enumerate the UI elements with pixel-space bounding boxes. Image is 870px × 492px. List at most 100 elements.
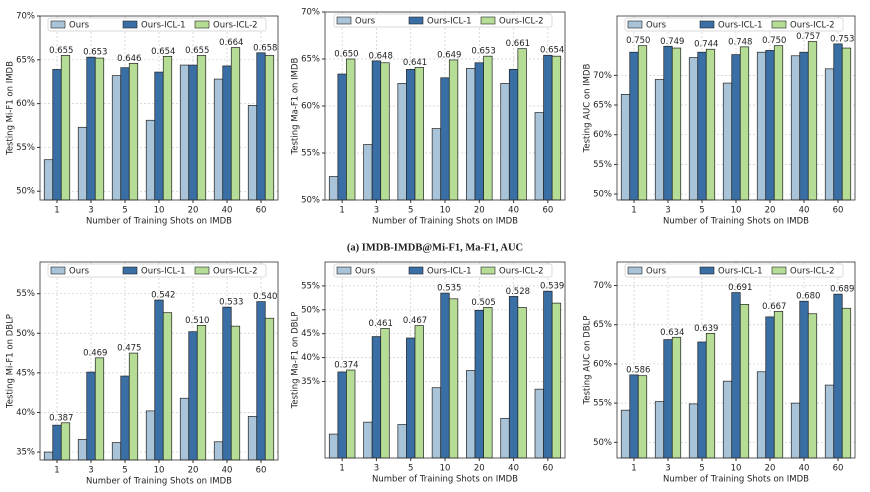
bar [196, 55, 207, 201]
y-tick-label: 50% [593, 438, 612, 448]
value-label: 0.648 [369, 51, 393, 61]
bar [790, 402, 801, 459]
x-tick-label: 20 [474, 464, 485, 474]
legend-label: Ours-ICL-2 [790, 21, 835, 31]
bar [337, 73, 347, 201]
bar [264, 55, 275, 201]
axes-frame [39, 15, 279, 201]
legend-swatch [50, 20, 66, 29]
value-label: 0.387 [49, 413, 73, 423]
value-label: 0.646 [117, 54, 141, 64]
x-tick-label: 10 [440, 464, 451, 474]
y-axis-label: Testing Ma-F1 on DBLP [291, 312, 301, 410]
y-tick-label: 50% [301, 305, 320, 315]
bar [483, 55, 493, 201]
bar [86, 56, 96, 201]
y-tick-label: 55% [593, 399, 612, 409]
bar [77, 439, 88, 461]
bar [247, 105, 258, 201]
value-label: 0.475 [117, 344, 141, 354]
bar [756, 371, 767, 459]
x-tick-label: 40 [508, 206, 519, 216]
bar [629, 51, 639, 201]
x-tick-label: 60 [833, 464, 844, 474]
legend-label: Ours-ICL-2 [213, 21, 258, 31]
bar [230, 47, 241, 201]
y-axis-label: Testing AUC on DBLP [583, 316, 593, 406]
x-tick-label: 60 [542, 464, 553, 474]
legend-swatch [408, 266, 424, 275]
bar [620, 93, 631, 201]
bar [807, 313, 818, 459]
bar [671, 47, 682, 201]
bar [154, 299, 164, 461]
bar [722, 380, 733, 459]
y-tick-label: 70% [593, 71, 612, 81]
value-label: 0.655 [49, 46, 73, 56]
bar [620, 409, 631, 459]
bar [128, 62, 139, 201]
bar [654, 79, 665, 201]
y-tick-label: 60% [301, 102, 320, 112]
subplot: 50% 55% 60% 65% 70% 1 3 5 10 20 40 60 0.655 0.653 0.64… [6, 12, 279, 227]
x-tick-label: 5 [408, 464, 413, 474]
bar [264, 317, 275, 461]
x-tick-label: 40 [508, 464, 519, 474]
bar [86, 371, 96, 461]
bar [414, 67, 424, 201]
x-tick-label: 60 [256, 206, 267, 216]
legend-label: Ours-ICL-1 [427, 267, 472, 277]
bar [247, 416, 258, 461]
bar [663, 339, 673, 459]
value-label: 0.661 [506, 39, 530, 49]
x-tick-label: 5 [122, 206, 127, 216]
value-label: 0.539 [540, 282, 564, 292]
legend-label: Ours-ICL-2 [499, 267, 544, 277]
legend-swatch [194, 266, 210, 275]
legend-swatch [122, 266, 138, 275]
bar [474, 62, 484, 201]
bar [414, 325, 424, 459]
x-tick-label: 3 [374, 464, 379, 474]
bar [500, 417, 510, 459]
legend-label: Ours [355, 17, 376, 27]
value-label: 0.680 [796, 292, 820, 302]
x-tick-label: 40 [799, 206, 810, 216]
bar [500, 83, 510, 201]
subplot: 35% 40% 45% 50% 55% 1 3 5 10 20 40 60 0.374 0.461 0.46… [291, 261, 566, 485]
subplot: 35% 40% 45% 50% 55% 1 3 5 10 20 40 60 0.387 0.469 0.47… [6, 261, 279, 487]
x-tick-label: 20 [188, 206, 199, 216]
bar [448, 59, 459, 201]
bar [77, 126, 88, 201]
x-tick-label: 3 [665, 464, 670, 474]
bar [833, 293, 843, 459]
legend-swatch [480, 266, 496, 275]
x-tick-label: 20 [474, 206, 485, 216]
x-tick-label: 10 [154, 466, 165, 476]
legend-label: Ours [69, 267, 90, 277]
x-tick-label: 40 [799, 464, 810, 474]
bar [328, 176, 339, 201]
bar [60, 55, 71, 201]
y-tick-label: 60% [16, 99, 35, 109]
legend-swatch [627, 266, 643, 275]
x-tick-label: 3 [88, 466, 93, 476]
y-tick-label: 65% [593, 320, 612, 330]
x-axis-label: Number of Training Shots on IMDB [86, 477, 232, 487]
y-tick-label: 55% [16, 143, 35, 153]
bar [551, 302, 562, 459]
y-tick-label: 50% [16, 187, 35, 197]
bar [534, 112, 544, 201]
value-label: 0.749 [660, 37, 684, 47]
value-label: 0.542 [151, 291, 175, 301]
bar [380, 328, 390, 459]
bar [824, 68, 835, 201]
legend-label: Ours-ICL-1 [718, 267, 763, 277]
bar [474, 309, 484, 459]
value-label: 0.654 [540, 46, 564, 56]
bar [833, 43, 843, 201]
legend-label: Ours-ICL-1 [141, 21, 186, 31]
x-tick-label: 20 [765, 206, 776, 216]
y-tick-label: 45% [16, 368, 35, 378]
